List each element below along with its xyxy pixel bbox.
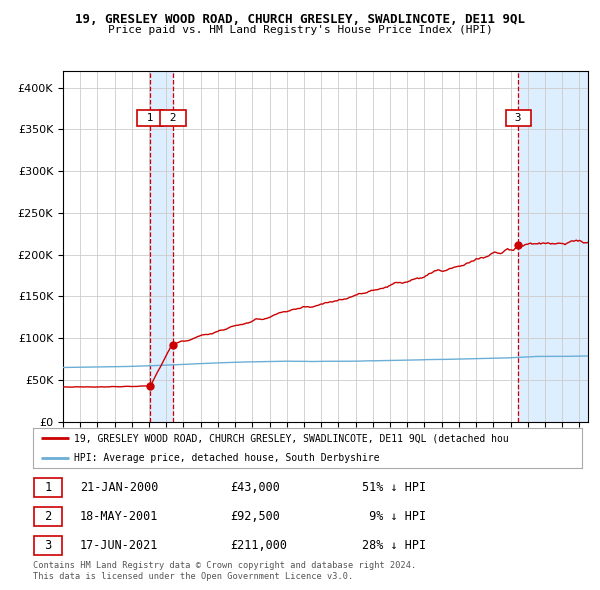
Text: Price paid vs. HM Land Registry's House Price Index (HPI): Price paid vs. HM Land Registry's House …: [107, 25, 493, 35]
Text: This data is licensed under the Open Government Licence v3.0.: This data is licensed under the Open Gov…: [33, 572, 353, 581]
Text: 28% ↓ HPI: 28% ↓ HPI: [362, 539, 427, 552]
Text: 51% ↓ HPI: 51% ↓ HPI: [362, 481, 427, 494]
Text: 1: 1: [140, 113, 160, 123]
Text: £92,500: £92,500: [230, 510, 281, 523]
Text: 17-JUN-2021: 17-JUN-2021: [80, 539, 158, 552]
Text: Contains HM Land Registry data © Crown copyright and database right 2024.: Contains HM Land Registry data © Crown c…: [33, 560, 416, 569]
Text: 2: 2: [163, 113, 183, 123]
Text: 2: 2: [38, 510, 59, 523]
Bar: [518, 71, 588, 422]
Text: 18-MAY-2001: 18-MAY-2001: [80, 510, 158, 523]
Bar: [150, 71, 173, 422]
Text: £211,000: £211,000: [230, 539, 287, 552]
Text: £43,000: £43,000: [230, 481, 281, 494]
Text: HPI: Average price, detached house, South Derbyshire: HPI: Average price, detached house, Sout…: [74, 453, 380, 463]
Text: 19, GRESLEY WOOD ROAD, CHURCH GRESLEY, SWADLINCOTE, DE11 9QL: 19, GRESLEY WOOD ROAD, CHURCH GRESLEY, S…: [75, 13, 525, 26]
Text: 3: 3: [508, 113, 529, 123]
Text: 9% ↓ HPI: 9% ↓ HPI: [362, 510, 427, 523]
Text: 19, GRESLEY WOOD ROAD, CHURCH GRESLEY, SWADLINCOTE, DE11 9QL (detached hou: 19, GRESLEY WOOD ROAD, CHURCH GRESLEY, S…: [74, 433, 509, 443]
Text: 1: 1: [38, 481, 59, 494]
Text: 3: 3: [38, 539, 59, 552]
Text: 21-JAN-2000: 21-JAN-2000: [80, 481, 158, 494]
